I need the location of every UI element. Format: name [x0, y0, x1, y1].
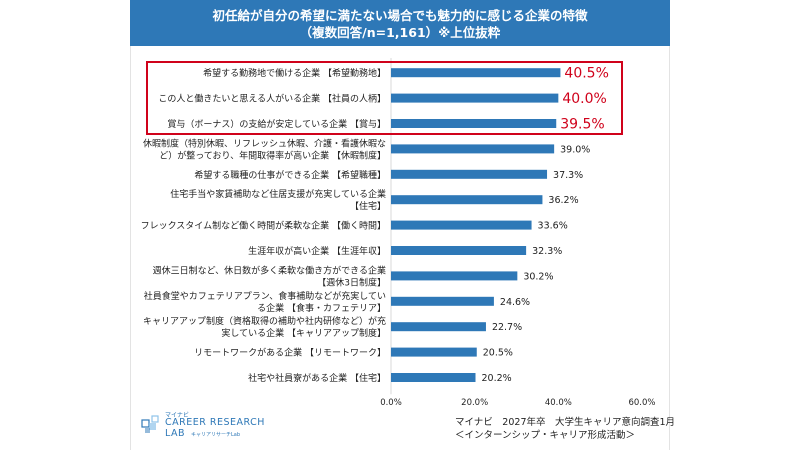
- bar: [391, 296, 494, 306]
- category-label: 賞与（ボーナス）の支給が安定している企業 【賞与】: [167, 118, 386, 130]
- category-label: この人と働きたいと思える人がいる企業 【社員の人柄】: [158, 93, 386, 105]
- bar: [391, 373, 476, 382]
- value-label: 20.2%: [482, 373, 512, 384]
- bar: [391, 119, 557, 128]
- category-label: 希望する職種の仕事ができる企業 【希望職種】: [194, 169, 386, 181]
- category-label: 住宅手当や家賃補助など住居支援が充実している企業: [170, 188, 386, 200]
- bar: [391, 93, 559, 103]
- bar: [391, 347, 477, 357]
- bar: [391, 322, 486, 332]
- category-label: 週休三日制など、休日数が多く柔軟な働き方ができる企業: [153, 264, 386, 276]
- value-label: 40.0%: [562, 91, 606, 107]
- value-label: 24.6%: [500, 297, 530, 308]
- value-label: 33.6%: [538, 221, 568, 232]
- category-label: 【週休3日制度】: [317, 276, 386, 288]
- x-tick-label: 60.0%: [628, 398, 655, 408]
- category-label: 社員食堂やカフェテリアプラン、食事補助などが充実してい: [144, 290, 386, 302]
- source-line1: マイナビ 2027年卒 大学生キャリア意向調査1月: [455, 417, 676, 428]
- category-label: リモートワークがある企業 【リモートワーク】: [194, 347, 386, 359]
- x-tick-label: 20.0%: [461, 398, 488, 408]
- category-label: る企業 【食事・カフェテリア】: [257, 302, 386, 314]
- logo-brand: マイナビ: [165, 412, 189, 419]
- bar: [391, 195, 543, 205]
- logo-name-line2: LAB: [165, 428, 186, 439]
- logo-name-line1: CAREER RESEARCH: [165, 417, 265, 428]
- category-label: 実している企業 【キャリアアップ制度】: [221, 327, 386, 339]
- value-label: 20.5%: [483, 348, 513, 359]
- category-label: キャリアアップ制度（資格取得の補助や社内研修など）が充: [143, 315, 386, 327]
- source-line2: ＜インターンシップ・キャリア形成活動＞: [455, 430, 636, 441]
- bar: [391, 68, 561, 78]
- career-research-lab-logo: マイナビ CAREER RESEARCH LAB キャリアリサーチLab: [140, 410, 270, 444]
- value-label: 32.3%: [532, 246, 562, 257]
- value-label: 39.5%: [560, 117, 604, 133]
- value-label: 39.0%: [560, 144, 590, 155]
- bar: [391, 220, 532, 230]
- source-note: マイナビ 2027年卒 大学生キャリア意向調査1月 ＜インターンシップ・キャリア…: [455, 416, 675, 442]
- category-label: ど）が整っており、年間取得率が高い企業 【休暇制度】: [159, 149, 386, 161]
- bar: [391, 271, 518, 281]
- x-tick-label: 40.0%: [545, 398, 572, 408]
- chart-title-banner: 初任給が自分の希望に満たない場合でも魅力的に感じる企業の特徴 （複数回答/n=1…: [130, 0, 670, 46]
- chart-subtitle: （複数回答/n=1,161）※上位抜粋: [299, 25, 501, 40]
- x-tick-label: 0.0%: [380, 398, 402, 408]
- value-label: 30.2%: [523, 271, 553, 282]
- bar: [391, 246, 527, 255]
- bar: [391, 144, 555, 154]
- category-label: 希望する勤務地で働ける企業 【希望勤務地】: [203, 67, 386, 79]
- category-label: フレックスタイム制など働く時間が柔軟な企業 【働く時間】: [141, 220, 386, 232]
- category-label: 生涯年収が高い企業 【生涯年収】: [248, 245, 386, 257]
- logo-sub: キャリアリサーチLab: [191, 432, 241, 438]
- value-label: 37.3%: [553, 170, 583, 181]
- category-label: 休暇制度（特別休暇、リフレッシュ休暇、介護・看護休暇な: [143, 137, 386, 149]
- value-label: 36.2%: [548, 195, 578, 206]
- category-label: 社宅や社員寮がある企業 【住宅】: [248, 372, 386, 384]
- category-label: 【住宅】: [350, 200, 386, 212]
- chart-title: 初任給が自分の希望に満たない場合でも魅力的に感じる企業の特徴: [212, 8, 588, 23]
- value-label: 22.7%: [492, 322, 522, 333]
- logo-mark-icon: [141, 415, 159, 433]
- chart-frame: [130, 46, 670, 450]
- value-label: 40.5%: [564, 66, 608, 82]
- bar: [391, 169, 548, 179]
